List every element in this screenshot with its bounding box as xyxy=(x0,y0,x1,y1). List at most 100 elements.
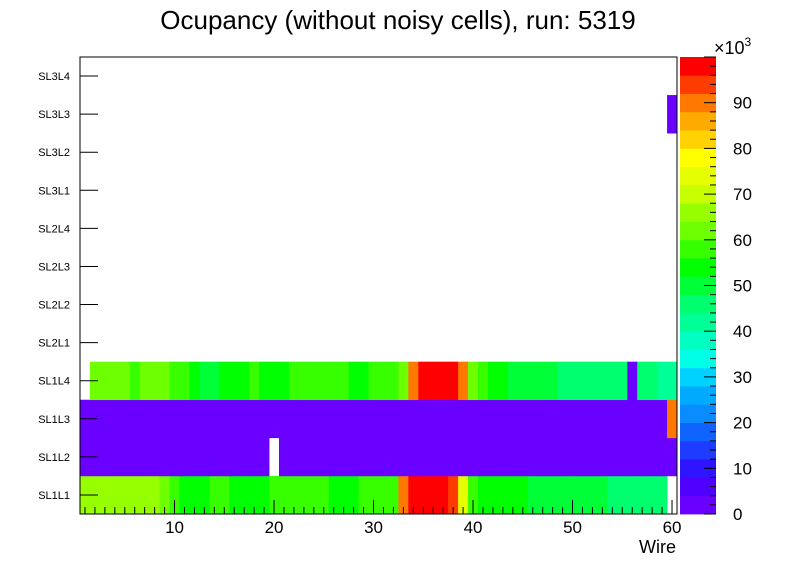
heatmap-cell xyxy=(398,399,409,439)
heatmap-cell xyxy=(229,361,240,401)
heatmap-cell xyxy=(448,399,459,439)
heatmap-cell xyxy=(587,361,598,401)
heatmap-cell xyxy=(647,437,658,477)
heatmap-cell xyxy=(328,361,340,401)
heatmap-cell xyxy=(418,475,429,515)
heatmap-cell xyxy=(667,399,678,439)
heatmap-cell xyxy=(537,437,549,477)
heatmap-cell xyxy=(587,437,598,477)
heatmap-cell xyxy=(328,437,340,477)
heatmap-cell xyxy=(478,475,489,515)
heatmap-cell xyxy=(348,361,359,401)
x-tick-label: 30 xyxy=(364,518,383,537)
heatmap-cell xyxy=(199,437,210,477)
heatmap-cell xyxy=(279,361,290,401)
y-tick-label: SL3L3 xyxy=(38,109,70,121)
heatmap-cell xyxy=(408,437,419,477)
heatmap-cell xyxy=(517,361,529,401)
heatmap-cell xyxy=(418,399,429,439)
x-axis: 10 20 30 40 50 60 xyxy=(84,500,682,537)
heatmap-cell xyxy=(478,361,489,401)
colorbar-segment xyxy=(680,404,716,423)
heatmap-cell xyxy=(139,361,151,401)
colorbar-segment xyxy=(680,294,716,314)
heatmap-cell xyxy=(279,437,290,477)
heatmap-cell xyxy=(199,475,210,515)
heatmap-cell xyxy=(229,475,240,515)
heatmap-cell xyxy=(517,437,529,477)
heatmap-cell xyxy=(458,399,469,439)
heatmap-cell xyxy=(259,361,270,401)
heatmap-cell xyxy=(617,475,628,515)
heatmap-cell xyxy=(179,475,190,515)
colorbar-segment xyxy=(680,495,716,515)
heatmap-cell xyxy=(308,361,320,401)
heatmap-cell xyxy=(617,437,628,477)
heatmap-cell xyxy=(657,361,668,401)
heatmap-cell xyxy=(368,399,379,439)
heatmap-cell xyxy=(418,437,429,477)
heatmap-cell xyxy=(438,475,449,515)
heatmap-cell xyxy=(199,361,210,401)
heatmap-cell xyxy=(169,361,180,401)
heatmap-cell xyxy=(617,361,628,401)
heatmap-cell xyxy=(219,437,230,477)
heatmap-cell xyxy=(288,361,300,401)
heatmap-cell xyxy=(587,475,598,515)
heatmap-cell xyxy=(298,475,310,515)
heatmap-cell xyxy=(657,399,668,439)
heatmap-cell xyxy=(647,361,658,401)
heatmap-cell xyxy=(557,361,568,401)
plot-frame xyxy=(79,56,678,515)
heatmap-cell xyxy=(627,437,638,477)
colorbar-tick-label: 70 xyxy=(733,185,752,204)
heatmap-cell xyxy=(348,475,359,515)
heatmap-cell xyxy=(249,361,260,401)
heatmap-cell xyxy=(458,361,469,401)
heatmap-cell xyxy=(607,475,618,515)
heatmap-cell xyxy=(169,437,180,477)
heatmap-cell xyxy=(438,399,449,439)
heatmap-cell xyxy=(249,437,260,477)
colorbar-tick-label: 60 xyxy=(733,231,752,250)
heatmap-cell xyxy=(547,361,558,401)
heatmap-cell xyxy=(358,475,369,515)
heatmap-cell xyxy=(348,399,359,439)
colorbar-segment xyxy=(680,349,716,369)
heatmap-cell xyxy=(487,361,499,401)
x-tick-label: 60 xyxy=(663,518,682,537)
colorbar-tick-label: 40 xyxy=(733,322,752,341)
heatmap-cell xyxy=(577,437,588,477)
heatmap-cell xyxy=(637,475,648,515)
heatmap-cell xyxy=(109,399,121,439)
heatmap-cell xyxy=(388,399,399,439)
heatmap-cell xyxy=(149,361,160,401)
heatmap-cell xyxy=(617,399,628,439)
heatmap-cell xyxy=(269,475,280,515)
y-tick-label: SL3L4 xyxy=(38,71,70,83)
heatmap-cell xyxy=(657,437,668,477)
colorbar-tick-label: 50 xyxy=(733,277,752,296)
heatmap-cell xyxy=(637,437,648,477)
heatmap-cell xyxy=(338,399,350,439)
heatmap-cell xyxy=(209,361,220,401)
heatmap-cell xyxy=(428,399,439,439)
colorbar-segment xyxy=(680,386,716,405)
colorbar-tick-label: 0 xyxy=(733,505,742,524)
heatmap-cell xyxy=(597,399,608,439)
colorbar-segment xyxy=(680,276,716,296)
heatmap-cell xyxy=(637,361,648,401)
colorbar-segment xyxy=(680,148,716,168)
heatmap-cell xyxy=(209,475,220,515)
heatmap-cell xyxy=(318,399,330,439)
heatmap-cell xyxy=(249,399,260,439)
heatmap-cell xyxy=(567,399,578,439)
heatmap-cell xyxy=(298,399,310,439)
color-scale-bar: 0 10 20 30 40 50 60 70 80 90 xyxy=(680,56,752,524)
heatmap-cell xyxy=(537,399,549,439)
heatmap-cell xyxy=(209,437,220,477)
heatmap-cell xyxy=(129,399,141,439)
heatmap-cell xyxy=(657,475,668,515)
heatmap-cell xyxy=(577,399,588,439)
